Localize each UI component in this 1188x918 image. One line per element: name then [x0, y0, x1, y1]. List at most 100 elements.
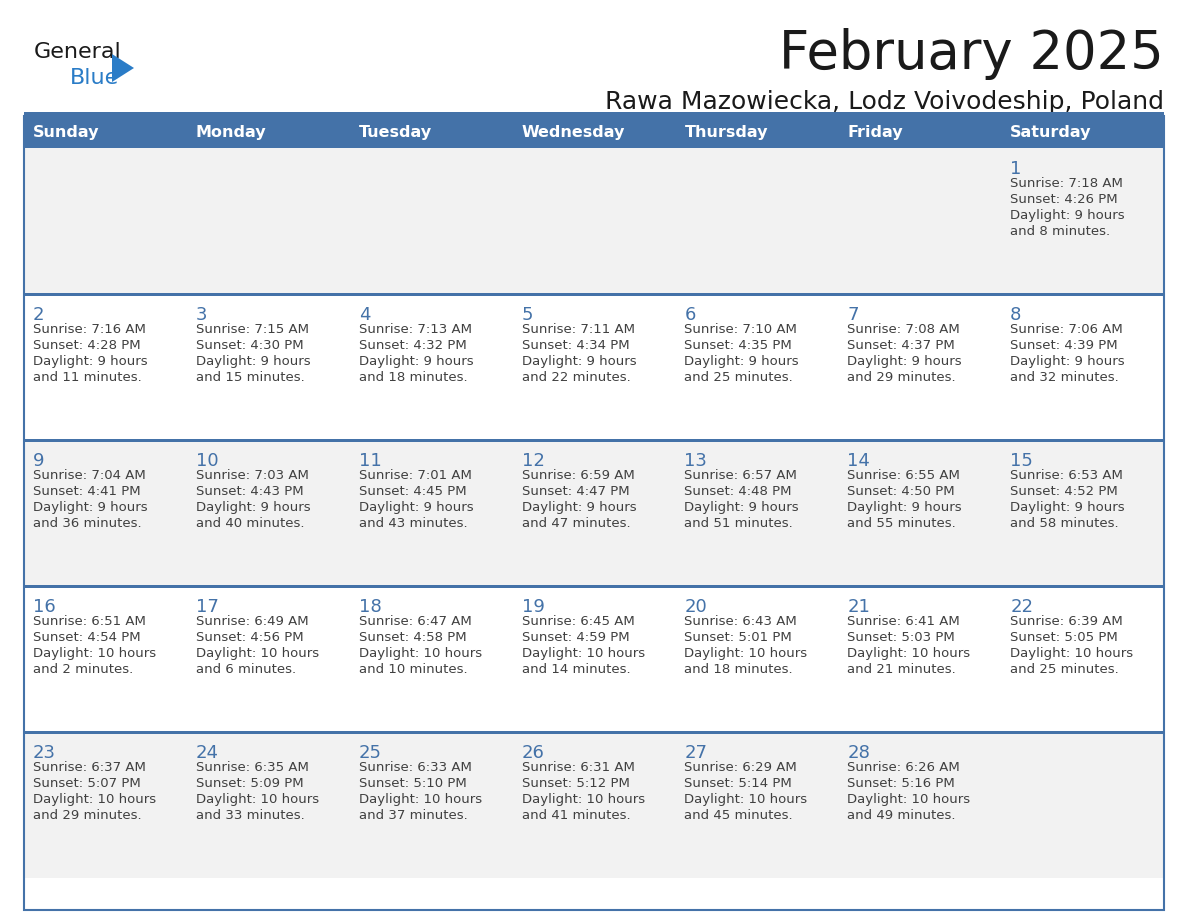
Text: and 51 minutes.: and 51 minutes.: [684, 517, 794, 530]
Text: 15: 15: [1010, 452, 1034, 470]
Bar: [24, 116, 187, 148]
Text: and 29 minutes.: and 29 minutes.: [33, 809, 141, 822]
Text: Daylight: 10 hours: Daylight: 10 hours: [684, 647, 808, 660]
Text: Sunset: 5:12 PM: Sunset: 5:12 PM: [522, 777, 630, 790]
Text: and 29 minutes.: and 29 minutes.: [847, 371, 956, 384]
Text: Sunset: 4:52 PM: Sunset: 4:52 PM: [1010, 485, 1118, 498]
Text: and 10 minutes.: and 10 minutes.: [359, 663, 467, 676]
Bar: [676, 586, 839, 732]
Text: and 15 minutes.: and 15 minutes.: [196, 371, 304, 384]
Text: 22: 22: [1010, 598, 1034, 616]
Text: Sunrise: 6:41 AM: Sunrise: 6:41 AM: [847, 615, 960, 628]
Text: and 22 minutes.: and 22 minutes.: [522, 371, 631, 384]
Text: Thursday: Thursday: [684, 125, 767, 140]
Bar: [512, 732, 676, 878]
Text: Sunset: 4:30 PM: Sunset: 4:30 PM: [196, 339, 303, 352]
Bar: [187, 116, 349, 148]
Text: Sunrise: 7:15 AM: Sunrise: 7:15 AM: [196, 323, 309, 336]
Text: 20: 20: [684, 598, 707, 616]
Text: Sunset: 5:16 PM: Sunset: 5:16 PM: [847, 777, 955, 790]
Text: Sunrise: 7:04 AM: Sunrise: 7:04 AM: [33, 469, 146, 482]
Text: Sunrise: 7:03 AM: Sunrise: 7:03 AM: [196, 469, 309, 482]
Text: Sunrise: 6:31 AM: Sunrise: 6:31 AM: [522, 761, 634, 774]
Text: Sunrise: 6:45 AM: Sunrise: 6:45 AM: [522, 615, 634, 628]
Text: Wednesday: Wednesday: [522, 125, 625, 140]
Text: 26: 26: [522, 744, 544, 762]
Text: Rawa Mazowiecka, Lodz Voivodeship, Poland: Rawa Mazowiecka, Lodz Voivodeship, Polan…: [605, 90, 1164, 114]
Text: and 25 minutes.: and 25 minutes.: [1010, 663, 1119, 676]
Polygon shape: [112, 54, 134, 82]
Bar: [187, 586, 349, 732]
Text: Daylight: 9 hours: Daylight: 9 hours: [1010, 209, 1125, 222]
Text: Sunrise: 6:43 AM: Sunrise: 6:43 AM: [684, 615, 797, 628]
Text: 27: 27: [684, 744, 707, 762]
Bar: [349, 586, 512, 732]
Text: 28: 28: [847, 744, 870, 762]
Text: Daylight: 10 hours: Daylight: 10 hours: [33, 793, 156, 806]
Text: and 40 minutes.: and 40 minutes.: [196, 517, 304, 530]
Text: Sunset: 4:32 PM: Sunset: 4:32 PM: [359, 339, 467, 352]
Bar: [349, 440, 512, 586]
Text: Sunrise: 6:35 AM: Sunrise: 6:35 AM: [196, 761, 309, 774]
Text: Sunset: 5:09 PM: Sunset: 5:09 PM: [196, 777, 303, 790]
Bar: [24, 732, 187, 878]
Text: Sunset: 5:01 PM: Sunset: 5:01 PM: [684, 631, 792, 644]
Bar: [839, 440, 1001, 586]
Text: Sunday: Sunday: [33, 125, 100, 140]
Text: Sunset: 4:54 PM: Sunset: 4:54 PM: [33, 631, 140, 644]
Text: Daylight: 9 hours: Daylight: 9 hours: [196, 501, 310, 514]
Text: Sunrise: 6:49 AM: Sunrise: 6:49 AM: [196, 615, 309, 628]
Text: Friday: Friday: [847, 125, 903, 140]
Text: and 45 minutes.: and 45 minutes.: [684, 809, 794, 822]
Text: 18: 18: [359, 598, 381, 616]
Text: Sunset: 4:59 PM: Sunset: 4:59 PM: [522, 631, 630, 644]
Text: Daylight: 10 hours: Daylight: 10 hours: [196, 793, 320, 806]
Text: Sunrise: 7:16 AM: Sunrise: 7:16 AM: [33, 323, 146, 336]
Text: Daylight: 9 hours: Daylight: 9 hours: [359, 355, 473, 368]
Text: Sunrise: 6:33 AM: Sunrise: 6:33 AM: [359, 761, 472, 774]
Bar: [24, 585, 1164, 588]
Text: and 25 minutes.: and 25 minutes.: [684, 371, 794, 384]
Text: Daylight: 9 hours: Daylight: 9 hours: [847, 355, 962, 368]
Text: Sunrise: 6:57 AM: Sunrise: 6:57 AM: [684, 469, 797, 482]
Bar: [1001, 440, 1164, 586]
Bar: [24, 294, 187, 440]
Text: Sunrise: 6:37 AM: Sunrise: 6:37 AM: [33, 761, 146, 774]
Text: Sunrise: 7:01 AM: Sunrise: 7:01 AM: [359, 469, 472, 482]
Bar: [24, 586, 187, 732]
Text: Sunset: 4:34 PM: Sunset: 4:34 PM: [522, 339, 630, 352]
Text: Sunrise: 6:55 AM: Sunrise: 6:55 AM: [847, 469, 960, 482]
Text: and 49 minutes.: and 49 minutes.: [847, 809, 956, 822]
Bar: [512, 116, 676, 148]
Text: 4: 4: [359, 306, 371, 324]
Text: 5: 5: [522, 306, 533, 324]
Text: Tuesday: Tuesday: [359, 125, 432, 140]
Text: Sunset: 5:05 PM: Sunset: 5:05 PM: [1010, 631, 1118, 644]
Text: and 18 minutes.: and 18 minutes.: [684, 663, 794, 676]
Text: Daylight: 9 hours: Daylight: 9 hours: [33, 501, 147, 514]
Text: Daylight: 10 hours: Daylight: 10 hours: [522, 793, 645, 806]
Text: Sunset: 4:50 PM: Sunset: 4:50 PM: [847, 485, 955, 498]
Text: 6: 6: [684, 306, 696, 324]
Text: Sunrise: 6:53 AM: Sunrise: 6:53 AM: [1010, 469, 1123, 482]
Text: 2: 2: [33, 306, 44, 324]
Text: 23: 23: [33, 744, 56, 762]
Text: Daylight: 10 hours: Daylight: 10 hours: [684, 793, 808, 806]
Text: and 21 minutes.: and 21 minutes.: [847, 663, 956, 676]
Text: Daylight: 9 hours: Daylight: 9 hours: [522, 355, 637, 368]
Text: 16: 16: [33, 598, 56, 616]
Text: Daylight: 9 hours: Daylight: 9 hours: [684, 355, 800, 368]
Text: Sunrise: 7:08 AM: Sunrise: 7:08 AM: [847, 323, 960, 336]
Text: General: General: [34, 42, 121, 62]
Bar: [24, 440, 187, 586]
Text: Sunrise: 6:29 AM: Sunrise: 6:29 AM: [684, 761, 797, 774]
Text: 1: 1: [1010, 160, 1022, 178]
Bar: [24, 731, 1164, 733]
Bar: [24, 148, 187, 294]
Text: Sunrise: 6:51 AM: Sunrise: 6:51 AM: [33, 615, 146, 628]
Bar: [24, 293, 1164, 296]
Text: 25: 25: [359, 744, 381, 762]
Text: and 37 minutes.: and 37 minutes.: [359, 809, 467, 822]
Bar: [839, 294, 1001, 440]
Bar: [187, 732, 349, 878]
